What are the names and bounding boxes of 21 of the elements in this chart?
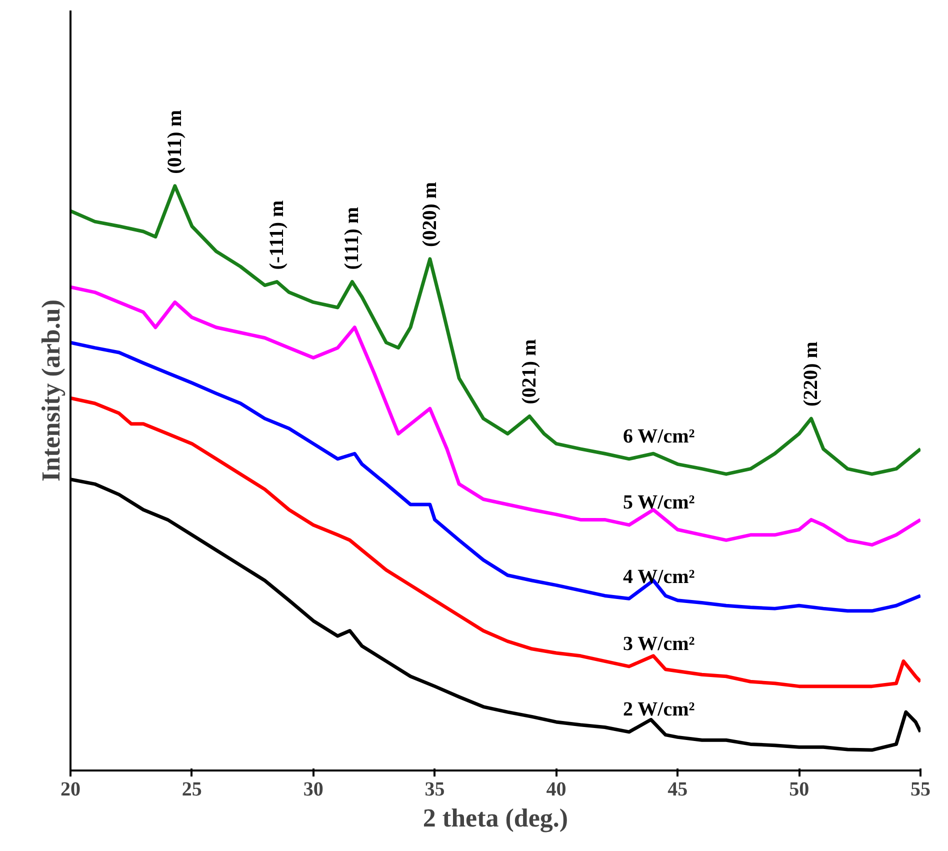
x-tick-label: 20 <box>60 778 80 800</box>
series-label: 3 W/cm² <box>623 633 695 656</box>
x-tick-label: 40 <box>546 778 566 800</box>
annotation: (021) m <box>518 338 540 404</box>
series-label: 5 W/cm² <box>623 492 695 514</box>
annotation: (111) m <box>341 206 364 270</box>
x-tick-label: 30 <box>303 778 324 800</box>
x-tick-label: 35 <box>424 778 445 800</box>
annotation: (011) m <box>164 110 186 174</box>
x-tick-label: 50 <box>789 778 810 800</box>
annotation: (020) m <box>418 182 441 247</box>
series-label: 2 W/cm² <box>623 698 695 721</box>
x-tick-label: 25 <box>182 778 202 800</box>
annotation: (-111) m <box>266 200 288 270</box>
x-tick-label: 55 <box>910 778 930 800</box>
series-label: 4 W/cm² <box>623 566 695 588</box>
series-label: 6 W/cm² <box>623 426 695 448</box>
annotation: (220) m <box>800 341 822 407</box>
x-tick-label: 45 <box>668 778 688 800</box>
y-axis-title: Intensity (arb.u) <box>36 299 66 482</box>
x-axis-title: 2 theta (deg.) <box>422 804 568 832</box>
